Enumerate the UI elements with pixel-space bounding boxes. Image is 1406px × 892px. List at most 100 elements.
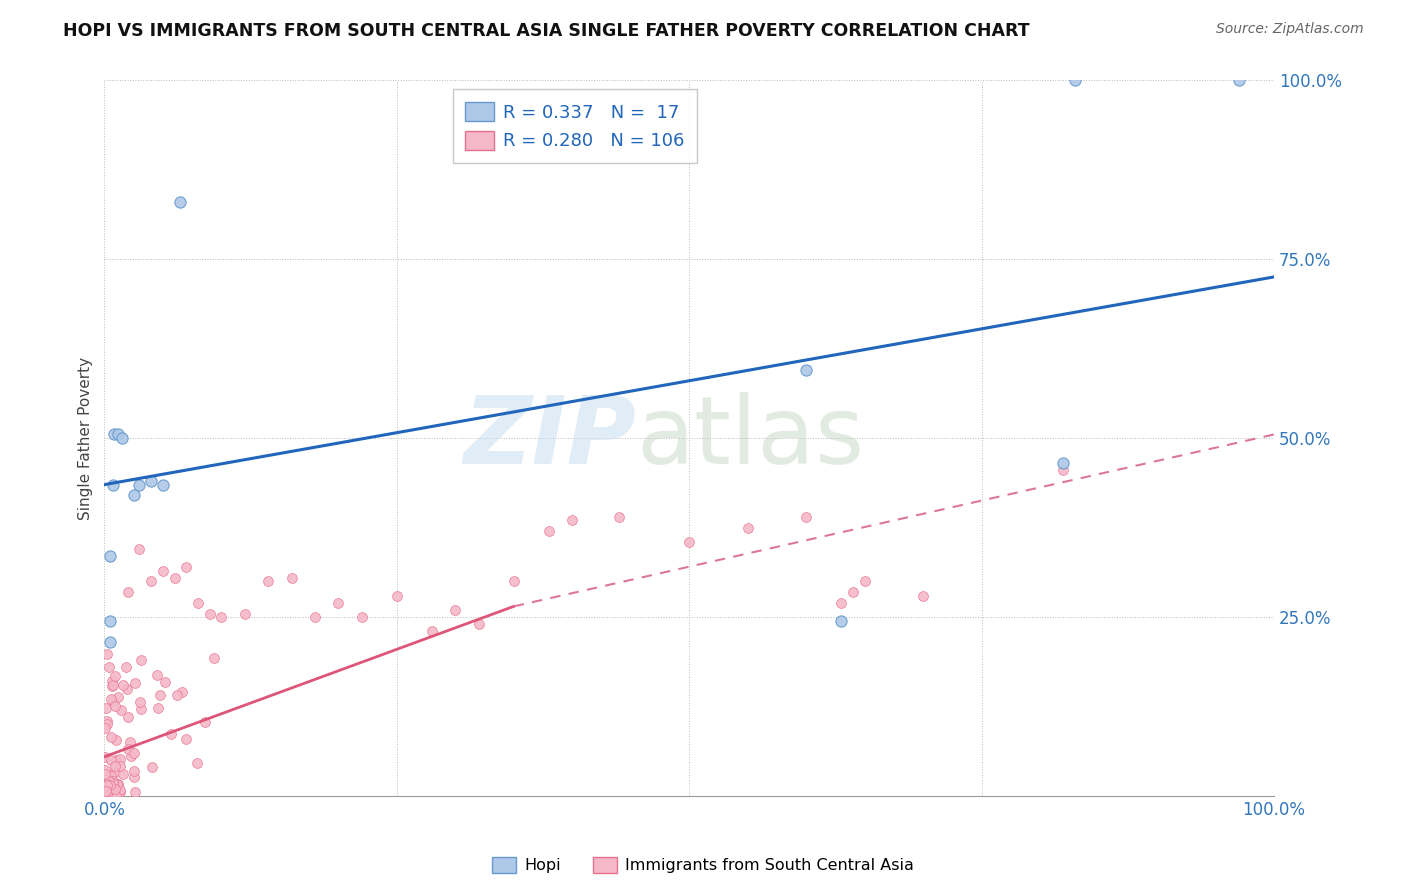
Point bbox=[131, 653, 153, 667]
Point bbox=[105, 732, 128, 747]
Point bbox=[737, 520, 759, 534]
Point bbox=[98, 635, 121, 649]
Point bbox=[97, 773, 120, 788]
Point bbox=[94, 784, 117, 798]
Point bbox=[122, 770, 145, 784]
Point bbox=[561, 513, 583, 527]
Point bbox=[94, 764, 117, 778]
Point bbox=[105, 777, 128, 791]
Point bbox=[444, 603, 467, 617]
Point bbox=[794, 509, 817, 524]
Text: Source: ZipAtlas.com: Source: ZipAtlas.com bbox=[1216, 22, 1364, 37]
Point bbox=[103, 789, 125, 803]
Point bbox=[169, 194, 191, 209]
Point bbox=[97, 778, 120, 792]
Point bbox=[100, 691, 122, 706]
Text: HOPI VS IMMIGRANTS FROM SOUTH CENTRAL ASIA SINGLE FATHER POVERTY CORRELATION CHA: HOPI VS IMMIGRANTS FROM SOUTH CENTRAL AS… bbox=[63, 22, 1029, 40]
Point bbox=[1052, 456, 1074, 470]
Point bbox=[96, 787, 118, 801]
Point bbox=[96, 780, 118, 794]
Point bbox=[420, 624, 443, 639]
Point bbox=[160, 727, 183, 741]
Point bbox=[111, 431, 134, 445]
Point bbox=[108, 759, 131, 773]
Point bbox=[141, 474, 163, 488]
Point bbox=[117, 585, 139, 599]
Point bbox=[912, 589, 935, 603]
Point bbox=[100, 730, 122, 744]
Point bbox=[96, 716, 118, 731]
Point bbox=[115, 681, 138, 696]
Point bbox=[100, 754, 122, 768]
Point bbox=[350, 610, 373, 624]
Point bbox=[110, 785, 132, 799]
Point bbox=[107, 777, 129, 791]
Point bbox=[124, 747, 146, 761]
Point bbox=[467, 617, 489, 632]
Point bbox=[100, 769, 122, 783]
Point bbox=[187, 596, 209, 610]
Point bbox=[122, 488, 145, 502]
Point bbox=[104, 759, 127, 773]
Point bbox=[502, 574, 524, 589]
Point bbox=[103, 668, 125, 682]
Point bbox=[112, 767, 135, 781]
Point bbox=[120, 748, 142, 763]
Point bbox=[104, 765, 127, 780]
Point bbox=[94, 775, 117, 789]
Point bbox=[104, 753, 127, 767]
Point bbox=[96, 714, 118, 728]
Point bbox=[166, 689, 188, 703]
Point bbox=[794, 363, 817, 377]
Point bbox=[1064, 73, 1087, 87]
Point bbox=[280, 571, 302, 585]
Point bbox=[304, 610, 326, 624]
Point bbox=[103, 427, 125, 442]
Point bbox=[152, 564, 174, 578]
Point bbox=[98, 778, 121, 792]
Point bbox=[209, 610, 232, 624]
Text: ZIP: ZIP bbox=[464, 392, 637, 484]
Point bbox=[607, 509, 630, 524]
Text: atlas: atlas bbox=[637, 392, 865, 484]
Legend: Hopi, Immigrants from South Central Asia: Hopi, Immigrants from South Central Asia bbox=[486, 850, 920, 880]
Point bbox=[328, 596, 350, 610]
Point bbox=[104, 698, 127, 713]
Legend: R = 0.337   N =  17, R = 0.280   N = 106: R = 0.337 N = 17, R = 0.280 N = 106 bbox=[453, 89, 697, 163]
Point bbox=[120, 735, 142, 749]
Point bbox=[94, 701, 117, 715]
Point bbox=[842, 585, 865, 599]
Point bbox=[1052, 463, 1074, 477]
Point bbox=[163, 571, 186, 585]
Point bbox=[202, 650, 225, 665]
Point bbox=[94, 750, 117, 764]
Point bbox=[117, 709, 139, 723]
Point bbox=[129, 701, 152, 715]
Y-axis label: Single Father Poverty: Single Father Poverty bbox=[79, 357, 93, 520]
Point bbox=[96, 778, 118, 792]
Point bbox=[128, 542, 150, 557]
Point bbox=[174, 731, 197, 746]
Point bbox=[101, 776, 124, 790]
Point bbox=[174, 560, 197, 574]
Point bbox=[1227, 73, 1250, 87]
Point bbox=[853, 574, 876, 589]
Point bbox=[104, 781, 127, 796]
Point bbox=[186, 756, 208, 770]
Point bbox=[152, 477, 174, 491]
Point bbox=[103, 678, 125, 692]
Point bbox=[149, 689, 172, 703]
Point bbox=[98, 784, 121, 798]
Point bbox=[537, 524, 560, 538]
Point bbox=[678, 535, 700, 549]
Point bbox=[94, 786, 117, 800]
Point bbox=[101, 673, 124, 688]
Point bbox=[146, 700, 169, 714]
Point bbox=[233, 607, 256, 621]
Point bbox=[198, 607, 221, 621]
Point bbox=[122, 764, 145, 779]
Point bbox=[96, 647, 118, 661]
Point bbox=[101, 694, 124, 708]
Point bbox=[830, 614, 852, 628]
Point bbox=[146, 667, 169, 681]
